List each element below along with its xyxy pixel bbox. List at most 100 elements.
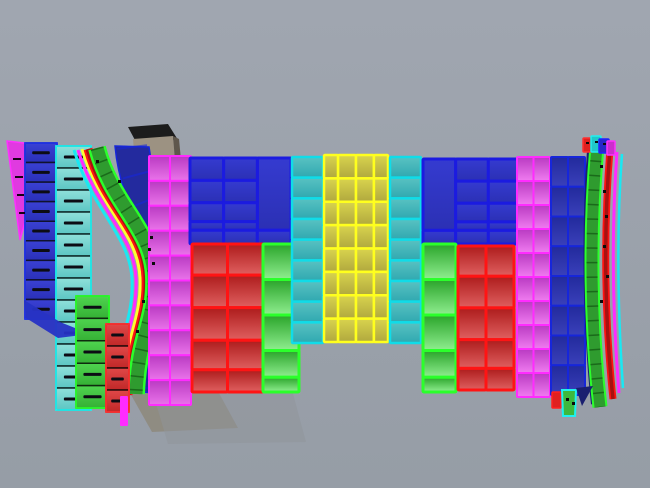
- navy-column-right-panel[interactable]: [567, 304, 586, 337]
- blue-block-left-panel[interactable]: [255, 228, 293, 246]
- cyan-column-center-right-panel[interactable]: [388, 300, 423, 324]
- green-labeled-column[interactable]: [75, 295, 110, 409]
- navy-column-right-panel[interactable]: [550, 275, 569, 307]
- navy-column-right-panel[interactable]: [550, 334, 569, 367]
- yellow-block-center-panel[interactable]: [372, 200, 390, 227]
- red-block-right-panel[interactable]: [456, 274, 488, 310]
- green-column-right-panel[interactable]: [421, 242, 458, 282]
- yellow-block-center-panel[interactable]: [372, 223, 390, 250]
- red-block-left-panel[interactable]: [190, 306, 229, 342]
- magenta-column-right-panel[interactable]: [516, 252, 535, 278]
- magenta-column-right-panel[interactable]: [516, 348, 535, 374]
- red-block-left-panel[interactable]: [190, 273, 229, 310]
- navy-column-right-panel[interactable]: [550, 215, 569, 248]
- cyan-column-center-left-panel[interactable]: [290, 321, 325, 345]
- magenta-column-right-panel[interactable]: [516, 372, 535, 398]
- red-block-right-panel[interactable]: [484, 338, 516, 370]
- yellow-block-center-panel[interactable]: [336, 153, 358, 180]
- magenta-column-right[interactable]: [516, 156, 551, 398]
- navy-column-right-panel[interactable]: [550, 185, 569, 218]
- magenta-column-left-panel[interactable]: [148, 254, 171, 282]
- cyan-column-center-right-panel[interactable]: [388, 279, 423, 303]
- yellow-block-center-panel[interactable]: [336, 317, 358, 344]
- magenta-column-left-panel[interactable]: [169, 204, 192, 232]
- red-block-right-panel[interactable]: [456, 306, 488, 342]
- magenta-column-right-panel[interactable]: [516, 276, 535, 302]
- yellow-block-center-panel[interactable]: [322, 223, 340, 250]
- navy-column-right-panel[interactable]: [550, 304, 569, 337]
- yellow-block-center-panel[interactable]: [322, 200, 340, 227]
- red-block-left-panel[interactable]: [226, 368, 265, 394]
- cyan-column-center-right-panel[interactable]: [388, 217, 423, 241]
- yellow-block-center-panel[interactable]: [354, 153, 376, 180]
- green-column-right-panel[interactable]: [421, 313, 458, 353]
- red-block-left-panel[interactable]: [226, 273, 265, 310]
- magenta-column-right-panel[interactable]: [532, 228, 551, 254]
- magenta-column-left-panel[interactable]: [148, 304, 171, 332]
- magenta-column-right-panel[interactable]: [532, 276, 551, 302]
- navy-column-right-panel[interactable]: [567, 215, 586, 248]
- magenta-column-left-panel[interactable]: [148, 155, 171, 182]
- yellow-block-center-panel[interactable]: [354, 247, 376, 274]
- magenta-column-left-panel[interactable]: [148, 279, 171, 307]
- blue-block-right-panel[interactable]: [421, 228, 458, 246]
- magenta-column-left-panel[interactable]: [148, 229, 171, 257]
- magenta-column-right-panel[interactable]: [516, 300, 535, 326]
- blue-block-left-panel[interactable]: [188, 178, 226, 205]
- blue-block-left-panel-merged[interactable]: [255, 156, 293, 232]
- edge-strip-magenta-right[interactable]: [611, 151, 621, 394]
- cyan-column-center-left-panel[interactable]: [290, 197, 325, 221]
- blue-block-left[interactable]: [188, 156, 293, 246]
- yellow-block-center-panel[interactable]: [372, 177, 390, 203]
- cyan-column-center-right-panel[interactable]: [388, 197, 423, 221]
- red-block-right-panel[interactable]: [484, 244, 516, 278]
- blue-block-left-panel[interactable]: [222, 156, 259, 182]
- yellow-block-center-panel[interactable]: [336, 223, 358, 250]
- magenta-column-right-panel[interactable]: [516, 180, 535, 206]
- blue-block-left-panel[interactable]: [222, 178, 259, 205]
- magenta-column-right-panel[interactable]: [532, 324, 551, 350]
- magenta-column-left-panel[interactable]: [148, 354, 171, 382]
- blue-labeled-column[interactable]: [24, 142, 58, 320]
- magenta-column-left-panel[interactable]: [148, 204, 171, 232]
- magenta-column-right-panel[interactable]: [532, 372, 551, 398]
- red-block-left-panel[interactable]: [226, 338, 265, 372]
- navy-column-right-panel[interactable]: [567, 185, 586, 218]
- edge-strip-cyan-right[interactable]: [617, 153, 625, 389]
- yellow-block-center-panel[interactable]: [372, 153, 390, 180]
- magenta-column-right-panel[interactable]: [516, 204, 535, 230]
- yellow-block-center-panel[interactable]: [354, 294, 376, 320]
- red-block-left-panel[interactable]: [190, 338, 229, 372]
- cyan-column-center-left-panel[interactable]: [290, 238, 325, 262]
- cyan-column-center-right-panel[interactable]: [388, 155, 423, 179]
- yellow-block-center-panel[interactable]: [372, 247, 390, 274]
- red-block-right-panel[interactable]: [484, 274, 516, 310]
- red-block-left-panel[interactable]: [226, 242, 265, 277]
- red-block-left-panel[interactable]: [190, 368, 229, 394]
- magenta-column-left-panel[interactable]: [169, 179, 192, 207]
- magenta-column-left-panel[interactable]: [169, 229, 192, 257]
- yellow-block-center-panel[interactable]: [322, 153, 340, 180]
- yellow-block-center-panel[interactable]: [354, 223, 376, 250]
- yellow-block-center-panel[interactable]: [354, 317, 376, 344]
- magenta-column-right-panel[interactable]: [532, 252, 551, 278]
- yellow-block-center-panel[interactable]: [336, 177, 358, 203]
- cyan-column-center-left-panel[interactable]: [290, 279, 325, 303]
- blue-block-right-panel[interactable]: [454, 157, 490, 183]
- green-column-right-panel[interactable]: [421, 349, 458, 379]
- green-column-right[interactable]: [421, 242, 458, 394]
- blue-block-right-panel[interactable]: [454, 228, 490, 246]
- magenta-column-left-panel[interactable]: [169, 279, 192, 307]
- navy-column-right-panel[interactable]: [567, 245, 586, 277]
- yellow-block-center-panel[interactable]: [336, 270, 358, 297]
- magenta-column-right-panel[interactable]: [532, 300, 551, 326]
- magenta-column-right-panel[interactable]: [516, 228, 535, 254]
- red-block-right-panel[interactable]: [456, 338, 488, 370]
- green-column-right-panel[interactable]: [421, 278, 458, 317]
- magenta-column-left-panel[interactable]: [169, 329, 192, 357]
- blue-block-left-panel[interactable]: [222, 201, 259, 224]
- magenta-column-left-panel[interactable]: [169, 254, 192, 282]
- cyan-column-center-left[interactable]: [290, 155, 325, 345]
- red-block-right-panel[interactable]: [456, 366, 488, 392]
- magenta-column-right-panel[interactable]: [532, 204, 551, 230]
